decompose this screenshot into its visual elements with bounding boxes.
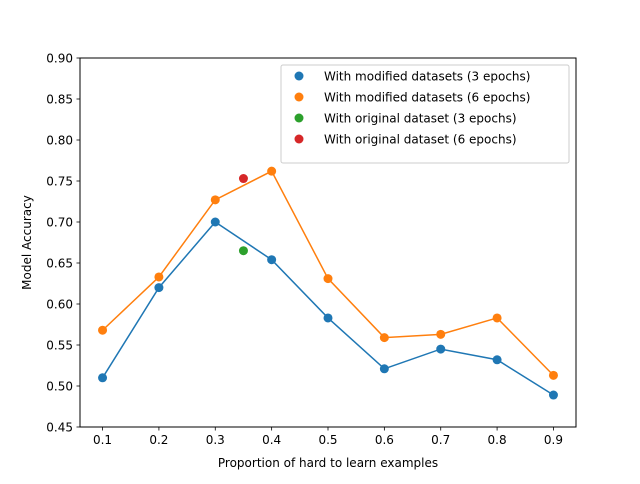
x-tick-label: 0.3 (206, 433, 225, 447)
x-tick-label: 0.9 (544, 433, 563, 447)
series-4 (238, 174, 248, 184)
data-point (267, 166, 277, 176)
x-tick-label: 0.2 (149, 433, 168, 447)
y-axis-label: Model Accuracy (20, 195, 34, 290)
axes-layer: 0.1 0.2 0.3 0.4 0.5 0.6 0.7 0.8 0.9 0.45 0.50 0.55 0… (46, 52, 563, 448)
data-point (323, 313, 333, 323)
legend-label: With modified datasets (3 epochs) (324, 70, 530, 84)
data-point (238, 174, 248, 184)
y-tick-label: 0.85 (46, 93, 73, 107)
series-1 (98, 217, 558, 400)
x-tick-label: 0.6 (375, 433, 394, 447)
data-point (210, 217, 220, 227)
data-point (548, 370, 558, 380)
series-2 (98, 166, 558, 380)
legend-label: With original dataset (3 epochs) (324, 112, 517, 126)
data-point (379, 364, 389, 374)
x-axis-label: Proportion of hard to learn examples (218, 456, 438, 470)
y-tick-label: 0.70 (46, 216, 73, 230)
y-tick-label: 0.55 (46, 339, 73, 353)
data-point (492, 355, 502, 365)
data-point (379, 333, 389, 343)
series-line (101, 221, 554, 396)
data-point (154, 283, 164, 293)
data-point (436, 344, 446, 354)
data-point (98, 373, 108, 383)
y-tick-label: 0.60 (46, 298, 73, 312)
data-point (548, 390, 558, 400)
series-line (102, 170, 554, 376)
legend-label: With original dataset (6 epochs) (324, 133, 517, 147)
x-tick-label: 0.4 (262, 433, 281, 447)
legend-marker (294, 92, 304, 102)
legend-marker (294, 134, 304, 144)
data-point (436, 329, 446, 339)
y-tick-label: 0.65 (46, 257, 73, 271)
y-tick-label: 0.90 (46, 52, 73, 66)
data-point (154, 272, 164, 282)
legend-marker (294, 113, 304, 123)
data-point (98, 325, 108, 335)
data-point (210, 195, 220, 205)
x-tick-label: 0.1 (93, 433, 112, 447)
series-3 (238, 246, 248, 256)
y-tick-label: 0.45 (46, 421, 73, 435)
y-tick-label: 0.80 (46, 134, 73, 148)
data-point (238, 246, 248, 256)
legend: With modified datasets (3 epochs) With mo… (280, 64, 570, 164)
legend-marker (294, 71, 304, 81)
data-point (492, 313, 502, 323)
y-tick-label: 0.50 (46, 380, 73, 394)
x-tick-label: 0.5 (318, 433, 337, 447)
x-tick-label: 0.7 (431, 433, 450, 447)
y-tick-label: 0.75 (46, 175, 73, 189)
legend-box (280, 64, 570, 164)
data-point (323, 274, 333, 284)
data-point (267, 255, 277, 265)
plot-layer (98, 166, 558, 400)
legend-label: With modified datasets (6 epochs) (324, 91, 530, 105)
x-tick-label: 0.8 (488, 433, 507, 447)
